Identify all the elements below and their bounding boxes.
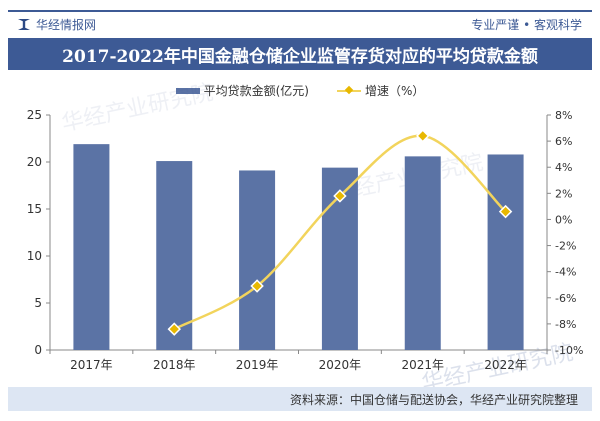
brand-logo-icon	[18, 19, 30, 30]
slogan: 专业严谨 • 客观科学	[471, 18, 582, 32]
right-tick-label: -8%	[555, 318, 576, 331]
legend-line-swatch	[336, 89, 361, 92]
x-tick-label: 2017年	[70, 358, 113, 372]
left-tick-label: 0	[34, 343, 42, 357]
growth-point	[416, 129, 430, 143]
right-tick-label: 8%	[555, 109, 572, 122]
bar-2017年	[73, 144, 110, 350]
right-tick-label: 2%	[555, 187, 572, 200]
right-tick-label: 6%	[555, 135, 572, 148]
bar-2021年	[404, 156, 441, 350]
growth-point	[167, 322, 181, 336]
bar-2022年	[487, 154, 524, 350]
growth-point	[498, 204, 513, 219]
left-tick-label: 20	[27, 155, 42, 169]
growth-point	[250, 279, 264, 293]
legend-item-bar: 平均贷款金额(亿元)	[175, 82, 309, 99]
chart-title: 2017-2022年中国金融仓储企业监管存货对应的平均贷款金额	[8, 38, 592, 70]
right-tick-label: -10%	[555, 344, 583, 357]
growth-point	[333, 189, 347, 203]
legend-item-line: 增速（%）	[336, 82, 425, 99]
bar-2018年	[156, 161, 193, 350]
right-tick-label: -2%	[555, 240, 576, 253]
right-tick-label: -4%	[555, 266, 576, 279]
left-tick-label: 15	[27, 202, 42, 216]
x-tick-label: 2020年	[319, 358, 362, 372]
footer: 资料来源：中国仓储与配送协会，华经产业研究院整理	[8, 387, 592, 411]
x-tick-label: 2022年	[484, 358, 527, 372]
right-tick-label: 4%	[555, 161, 572, 174]
left-tick-label: 10	[27, 249, 42, 263]
bar-2019年	[239, 170, 276, 350]
brand-name: 华经情报网	[36, 18, 97, 32]
legend-label: 平均贷款金额(亿元)	[203, 84, 309, 98]
x-tick-label: 2019年	[236, 358, 279, 372]
legend: 平均贷款金额(亿元) 增速（%）	[0, 82, 600, 99]
legend-bar-swatch	[175, 87, 200, 94]
right-tick-label: 0%	[555, 213, 572, 226]
brand: 华经情报网	[18, 16, 96, 33]
top-rule	[8, 10, 592, 12]
left-tick-label: 25	[27, 108, 42, 122]
right-tick-label: -6%	[555, 292, 576, 305]
x-tick-label: 2021年	[401, 358, 444, 372]
source-note: 资料来源：中国仓储与配送协会，华经产业研究院整理	[289, 392, 578, 407]
x-tick-label: 2018年	[153, 358, 196, 372]
left-tick-label: 5	[34, 296, 42, 310]
legend-label: 增速（%）	[364, 84, 425, 98]
